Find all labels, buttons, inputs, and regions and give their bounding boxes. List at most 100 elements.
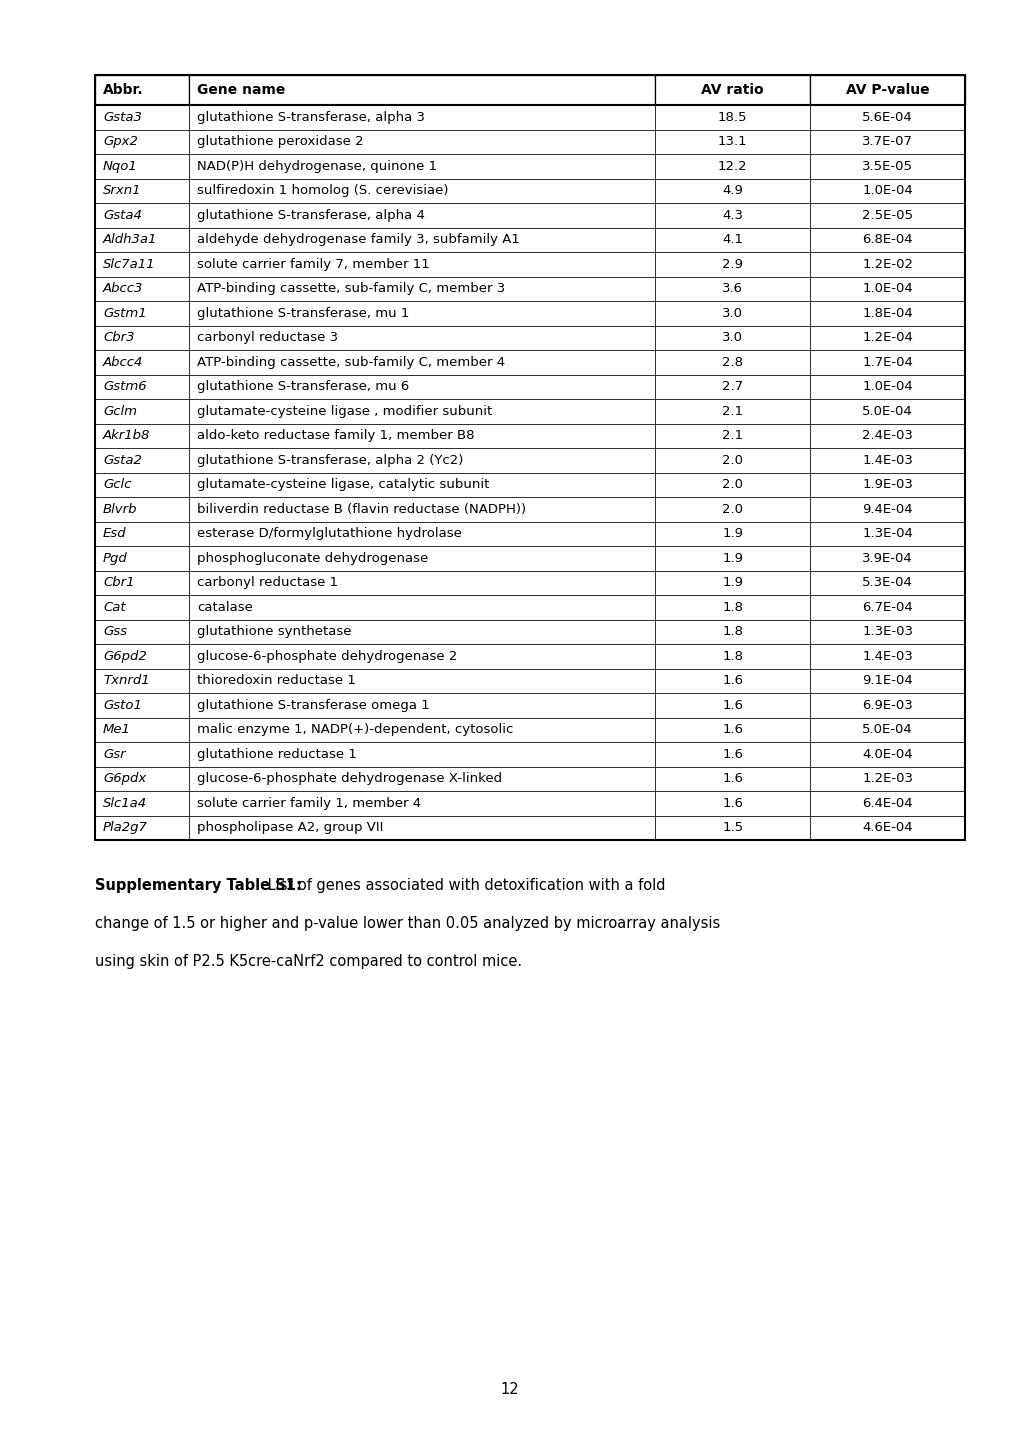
Bar	[809, 546, 964, 571]
Bar	[654, 718, 809, 742]
Text: 12: 12	[500, 1382, 519, 1396]
Bar	[654, 644, 809, 669]
Bar	[809, 277, 964, 301]
Text: 1.6: 1.6	[721, 797, 743, 810]
Text: 1.9: 1.9	[721, 527, 743, 540]
Bar	[654, 301, 809, 326]
Text: Gss: Gss	[103, 625, 127, 638]
Bar	[189, 350, 654, 375]
Text: Abbr.: Abbr.	[103, 84, 144, 97]
Text: 2.0: 2.0	[721, 454, 743, 467]
Bar	[654, 522, 809, 546]
Bar	[95, 767, 189, 791]
Text: Gclc: Gclc	[103, 478, 131, 491]
Bar	[189, 399, 654, 424]
Bar	[95, 791, 189, 816]
Text: G6pdx: G6pdx	[103, 772, 146, 785]
Text: Aldh3a1: Aldh3a1	[103, 233, 157, 246]
Bar	[95, 105, 189, 130]
Text: Cbr1: Cbr1	[103, 576, 135, 589]
Bar	[189, 816, 654, 840]
Text: aldo-keto reductase family 1, member B8: aldo-keto reductase family 1, member B8	[197, 429, 474, 442]
Text: Cbr3: Cbr3	[103, 331, 135, 344]
Bar	[654, 105, 809, 130]
Text: 3.9E-04: 3.9E-04	[861, 552, 912, 565]
Bar	[654, 448, 809, 473]
Bar	[189, 179, 654, 203]
Bar	[809, 203, 964, 228]
Bar	[809, 816, 964, 840]
Bar	[809, 448, 964, 473]
Text: Gpx2: Gpx2	[103, 135, 138, 148]
Bar	[809, 424, 964, 448]
Bar	[654, 693, 809, 718]
Bar	[809, 399, 964, 424]
Text: glutathione S-transferase, mu 6: glutathione S-transferase, mu 6	[197, 380, 409, 393]
Text: 5.6E-04: 5.6E-04	[861, 111, 912, 124]
Text: Gsta2: Gsta2	[103, 454, 142, 467]
Bar	[95, 203, 189, 228]
Text: 2.1: 2.1	[721, 429, 743, 442]
Bar	[95, 228, 189, 252]
Bar	[189, 203, 654, 228]
Bar	[654, 497, 809, 522]
Text: glucose-6-phosphate dehydrogenase 2: glucose-6-phosphate dehydrogenase 2	[197, 650, 457, 663]
Bar	[809, 644, 964, 669]
Text: 13.1: 13.1	[717, 135, 747, 148]
Bar	[809, 473, 964, 497]
Bar	[189, 375, 654, 399]
Text: 2.7: 2.7	[721, 380, 743, 393]
Text: phospholipase A2, group VII: phospholipase A2, group VII	[197, 821, 383, 834]
Text: 1.6: 1.6	[721, 748, 743, 761]
Text: 5.3E-04: 5.3E-04	[861, 576, 912, 589]
Bar	[95, 154, 189, 179]
Bar	[809, 522, 964, 546]
Bar	[189, 620, 654, 644]
Text: using skin of P2.5 K5cre-caNrf2 compared to control mice.: using skin of P2.5 K5cre-caNrf2 compared…	[95, 954, 522, 968]
Text: 9.4E-04: 9.4E-04	[861, 503, 912, 516]
Text: 6.7E-04: 6.7E-04	[861, 601, 912, 614]
Text: Slc7a11: Slc7a11	[103, 258, 155, 271]
Text: Pgd: Pgd	[103, 552, 127, 565]
Text: sulfiredoxin 1 homolog (S. cerevisiae): sulfiredoxin 1 homolog (S. cerevisiae)	[197, 184, 448, 197]
Text: glutamate-cysteine ligase, catalytic subunit: glutamate-cysteine ligase, catalytic sub…	[197, 478, 489, 491]
Bar	[809, 497, 964, 522]
Text: 12.2: 12.2	[717, 160, 747, 173]
Text: 1.6: 1.6	[721, 699, 743, 712]
Text: 9.1E-04: 9.1E-04	[861, 674, 912, 687]
Text: 1.2E-04: 1.2E-04	[861, 331, 912, 344]
Text: carbonyl reductase 1: carbonyl reductase 1	[197, 576, 337, 589]
Bar	[809, 130, 964, 154]
Bar	[189, 791, 654, 816]
Text: Gsto1: Gsto1	[103, 699, 142, 712]
Bar	[654, 816, 809, 840]
Text: 1.0E-04: 1.0E-04	[861, 184, 912, 197]
Text: 3.0: 3.0	[721, 331, 743, 344]
Bar	[95, 130, 189, 154]
Bar	[95, 522, 189, 546]
Bar	[654, 154, 809, 179]
Text: Cat: Cat	[103, 601, 125, 614]
Text: 1.3E-04: 1.3E-04	[861, 527, 912, 540]
Text: 4.1: 4.1	[721, 233, 743, 246]
Text: Nqo1: Nqo1	[103, 160, 138, 173]
Text: glutathione S-transferase, alpha 3: glutathione S-transferase, alpha 3	[197, 111, 425, 124]
Text: NAD(P)H dehydrogenase, quinone 1: NAD(P)H dehydrogenase, quinone 1	[197, 160, 437, 173]
Bar	[654, 742, 809, 767]
Bar	[809, 179, 964, 203]
Bar	[654, 75, 809, 105]
Text: 4.3: 4.3	[721, 209, 743, 222]
Bar	[189, 105, 654, 130]
Bar	[189, 228, 654, 252]
Text: Esd: Esd	[103, 527, 126, 540]
Bar	[809, 669, 964, 693]
Bar	[654, 669, 809, 693]
Text: AV P-value: AV P-value	[845, 84, 928, 97]
Text: 1.5: 1.5	[721, 821, 743, 834]
Bar	[654, 350, 809, 375]
Text: List of genes associated with detoxification with a fold: List of genes associated with detoxifica…	[263, 878, 664, 893]
Bar	[95, 497, 189, 522]
Text: solute carrier family 1, member 4: solute carrier family 1, member 4	[197, 797, 421, 810]
Bar	[809, 228, 964, 252]
Text: 2.0: 2.0	[721, 503, 743, 516]
